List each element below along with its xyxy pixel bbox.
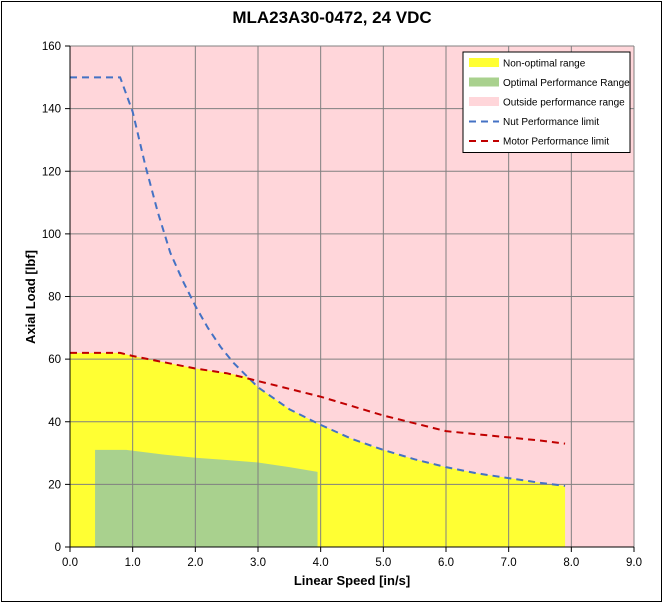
y-tick-label: 40 [48, 417, 61, 429]
area-optimal-performance-range [95, 449, 318, 547]
legend: Non-optimal range Optimal Performance Ran… [462, 51, 631, 153]
legend-label-outside-performance-range: Outside performance range [503, 98, 625, 109]
x-tick-label: 7.0 [501, 557, 517, 569]
y-tick-label: 140 [42, 104, 61, 116]
x-tick-label: 5.0 [375, 557, 391, 569]
x-tick-label: 3.0 [250, 557, 266, 569]
x-tick-label: 0.0 [62, 557, 78, 569]
y-tick-label: 160 [42, 41, 61, 53]
x-tick-label: 2.0 [187, 557, 203, 569]
y-tick-label: 0 [55, 542, 61, 554]
legend-swatch-outside-performance-range [469, 97, 499, 106]
legend-swatch-optimal-performance-range [469, 77, 499, 87]
x-tick-label: 4.0 [313, 557, 329, 569]
y-axis-label: Axial Load [lbf] [23, 250, 38, 344]
legend-label-non-optimal-range: Non-optimal range [503, 59, 586, 70]
x-axis-label: Linear Speed [in/s] [294, 573, 410, 588]
legend-label-nut-performance-limit: Nut Performance limit [503, 117, 599, 128]
legend-swatch-non-optimal-range [469, 58, 499, 67]
chart-title: MLA23A30-0472, 24 VDC [232, 8, 431, 27]
y-tick-label: 100 [42, 229, 61, 241]
x-tick-label: 9.0 [626, 557, 642, 569]
y-tick-label: 120 [42, 166, 61, 178]
x-tick-label: 8.0 [563, 557, 579, 569]
y-tick-label: 60 [48, 354, 61, 366]
legend-label-optimal-performance-range: Optimal Performance Range [503, 78, 630, 89]
x-tick-label: 1.0 [125, 557, 141, 569]
line-nut-performance-limit [70, 76, 566, 487]
legend-label-motor-performance-limit: Motor Performance limit [503, 137, 609, 148]
line-motor-performance-limit [70, 351, 566, 445]
x-tick-label: 6.0 [438, 557, 454, 569]
y-tick-label: 20 [48, 479, 61, 491]
y-tick-label: 80 [48, 292, 61, 304]
